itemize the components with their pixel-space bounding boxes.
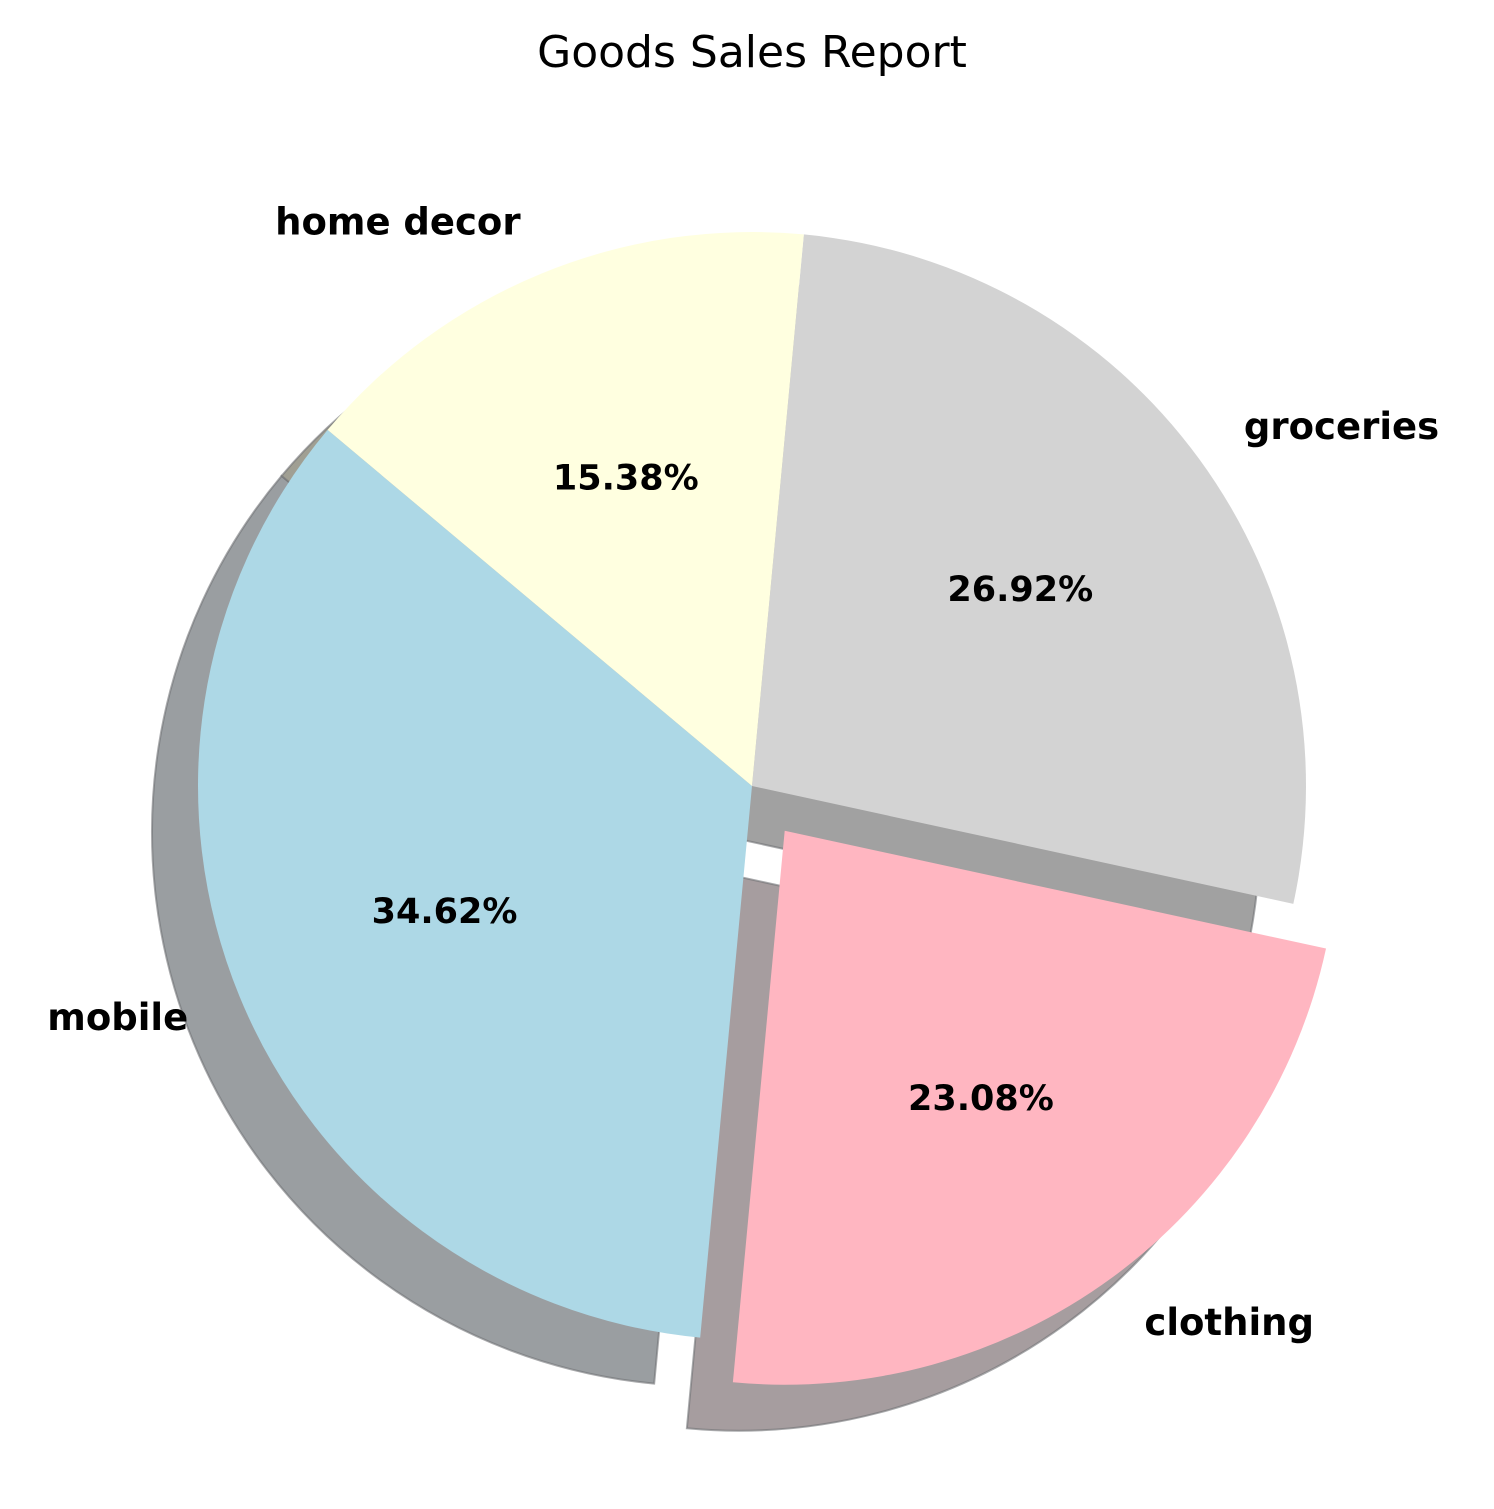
- category-label-clothing: clothing: [1144, 1301, 1314, 1344]
- category-label-mobile: mobile: [47, 996, 188, 1039]
- slice-mobile: [198, 429, 753, 1338]
- slice-home-decor: [327, 232, 804, 786]
- category-label-home-decor: home decor: [275, 201, 521, 244]
- percent-label-groceries: 26.92%: [947, 570, 1093, 610]
- slice-groceries: [752, 234, 1306, 904]
- category-labels: mobile clothing groceries home decor: [47, 201, 1439, 1344]
- percent-label-mobile: 34.62%: [372, 892, 518, 932]
- category-label-groceries: groceries: [1244, 405, 1439, 448]
- percent-label-home-decor: 15.38%: [553, 459, 699, 499]
- percent-labels: 34.62% 23.08% 26.92% 15.38%: [372, 459, 1094, 1120]
- chart-title: Goods Sales Report: [537, 27, 967, 78]
- percent-label-clothing: 23.08%: [908, 1079, 1054, 1119]
- slice-clothing: [732, 830, 1327, 1385]
- pie-slices: [198, 232, 1327, 1385]
